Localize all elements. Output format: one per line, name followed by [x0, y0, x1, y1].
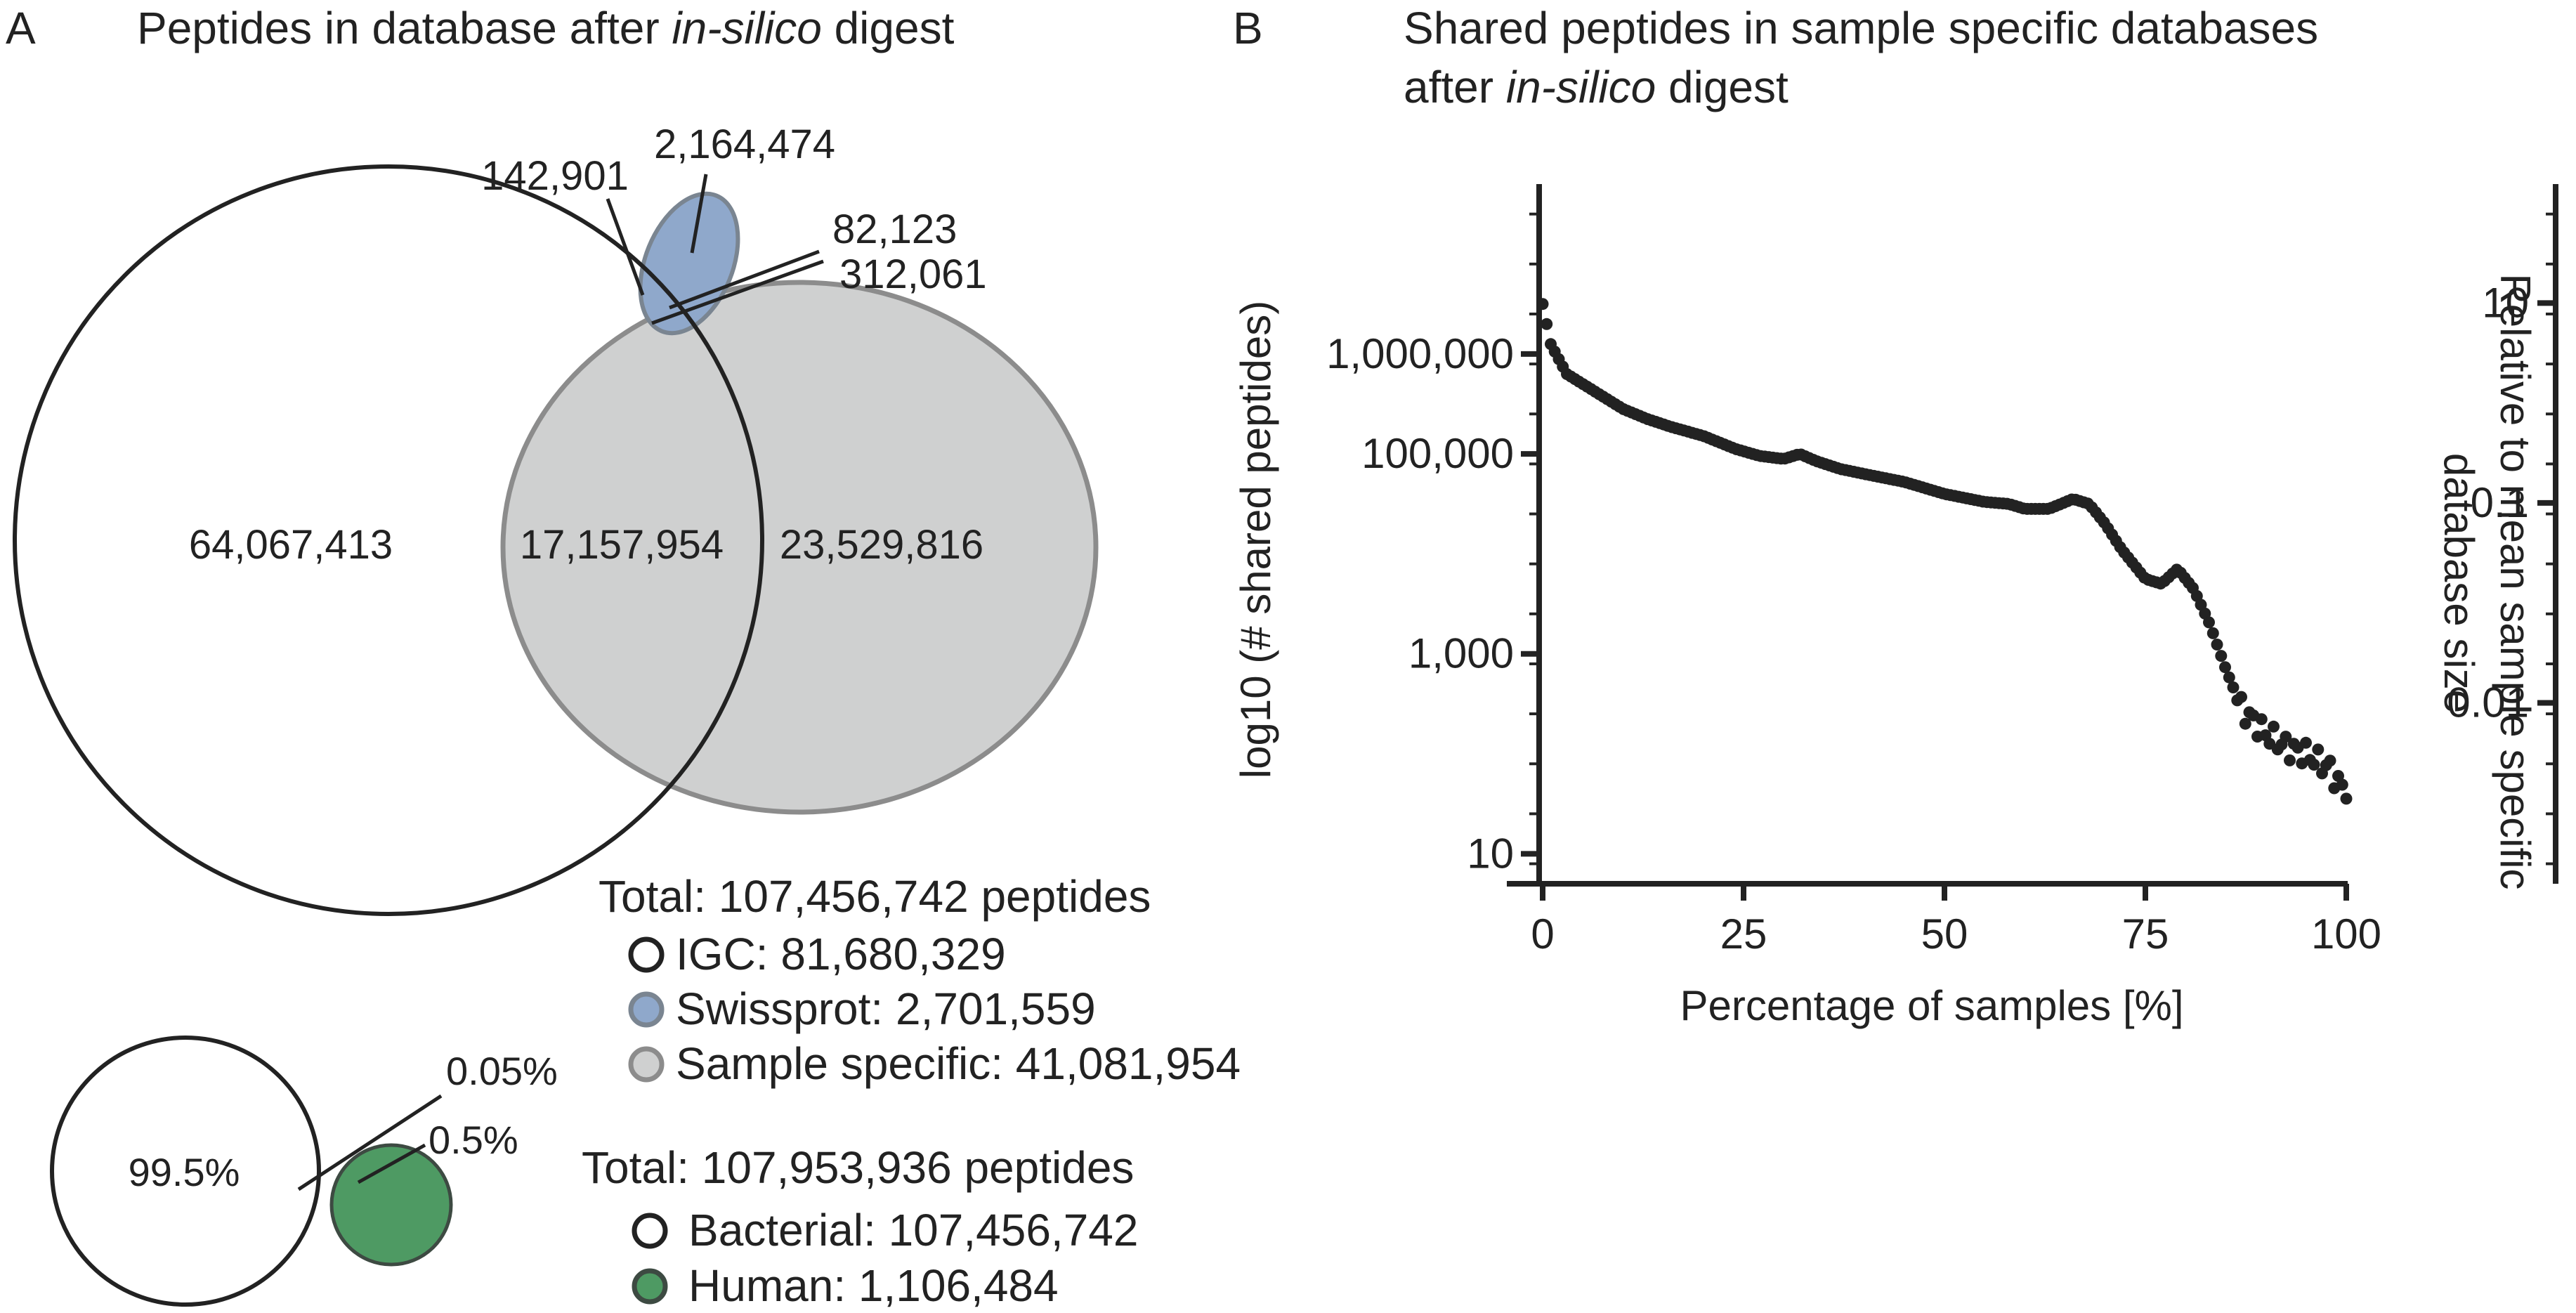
venn-circle-sample-specific [500, 280, 1099, 815]
scatter-points [1536, 298, 2353, 805]
panel-b-title-line1: Shared peptides in sample specific datab… [1404, 3, 2318, 53]
data-point [2324, 755, 2336, 767]
legend-label-sample-specific: Sample specific: 41,081,954 [676, 1038, 1241, 1089]
data-point [2336, 778, 2348, 791]
venn-label-igc-sample: 17,157,954 [520, 522, 724, 568]
data-point [2239, 717, 2251, 730]
leader-line-igc-swissprot [606, 198, 645, 296]
data-point [2268, 720, 2280, 733]
data-point [2280, 731, 2292, 743]
y2-axis-label-line2: database size [2436, 453, 2483, 713]
data-point [2255, 713, 2268, 726]
leader-line-three-way [669, 249, 820, 310]
data-point [2219, 661, 2231, 674]
data-point [2223, 671, 2235, 684]
venn-circle-human [329, 1143, 453, 1267]
venn-label-igc-only: 64,067,413 [189, 522, 393, 568]
x-tick-label: 25 [1720, 910, 1767, 958]
x-axis-label: Percentage of samples [%] [1680, 982, 2183, 1029]
x-tick-label: 0 [1531, 910, 1554, 958]
venn-label-three-way: 82,123 [832, 207, 957, 252]
venn-label-overlap: 0.05% [446, 1049, 558, 1093]
leader-line-swissprot-sample [651, 259, 824, 325]
y-tick-label: 1,000,000 [1326, 330, 1514, 377]
panel-a-title: Peptides in database after in-silico dig… [137, 3, 955, 53]
venn-label-human-only: 0.5% [429, 1118, 518, 1162]
data-point [1536, 298, 1549, 311]
legend-top-entries: IGC: 81,680,329 Swissprot: 2,701,559 Sam… [628, 929, 1241, 1089]
data-point [2300, 736, 2312, 749]
y2-axis-label-line1: Relative to mean sample specific [2492, 273, 2539, 889]
legend-top-total: Total: 107,456,742 peptides [599, 871, 1151, 922]
y2-tick-label: 10 [2482, 279, 2529, 326]
y-tick-label: 100,000 [1361, 430, 1514, 477]
x-tick-label: 50 [1921, 910, 1968, 958]
y2-axis-ticks: 0.01 0.1 10 [2447, 279, 2556, 726]
data-point [2203, 616, 2215, 629]
legend-swatch-igc [628, 936, 665, 973]
leader-line-human-only [357, 1143, 426, 1184]
y-axis-ticks: 10 1,000 100,000 1,000,000 [1326, 330, 1539, 877]
data-point [2206, 627, 2219, 639]
leader-line-swissprot-only [690, 174, 708, 254]
legend-swatch-bacterial [632, 1213, 668, 1249]
legend-swatch-swissprot [628, 991, 665, 1028]
y2-tick-label: 0.1 [2471, 479, 2529, 526]
data-point [2211, 639, 2223, 651]
shared-peptides-chart: 10 1,000 100,000 1,000,000 0.01 0.1 10 0 25 50 7… [1232, 184, 2558, 1029]
venn-label-sample-only: 23,529,816 [780, 522, 983, 568]
data-point [2308, 759, 2320, 771]
data-point [2312, 743, 2325, 756]
legend-label-human: Human: 1,106,484 [688, 1260, 1059, 1311]
data-point [2215, 650, 2228, 662]
x-tick-label: 100 [2311, 910, 2381, 958]
data-point [2284, 754, 2296, 766]
y-axis-label: log10 (# shared peptides) [1232, 301, 1279, 778]
venn-label-swissprot-only: 2,164,474 [654, 122, 835, 167]
axis-minor-ticks [1529, 212, 2556, 865]
y-tick-label: 10 [1467, 830, 1514, 877]
panel-a-letter: A [6, 3, 36, 53]
data-point [2235, 691, 2247, 703]
venn-label-bacterial-only: 99.5% [129, 1150, 240, 1194]
venn-circle-bacterial [50, 1036, 321, 1307]
venn-label-swissprot-sample: 312,061 [839, 252, 987, 297]
legend-label-swissprot: Swissprot: 2,701,559 [676, 984, 1096, 1034]
legend-label-bacterial: Bacterial: 107,456,742 [688, 1205, 1138, 1255]
venn-ellipse-swissprot [638, 191, 740, 336]
legend-label-igc: IGC: 81,680,329 [676, 929, 1006, 979]
x-axis-ticks: 0 25 50 75 100 [1531, 884, 2381, 958]
data-point [2227, 681, 2240, 693]
y2-tick-label: 0.01 [2447, 679, 2529, 726]
leader-line-overlap [297, 1094, 443, 1191]
legend-bottom-entries: Bacterial: 107,456,742 Human: 1,106,484 [632, 1205, 1138, 1311]
venn-label-igc-swissprot: 142,901 [481, 153, 629, 199]
legend-swatch-sample-specific [628, 1046, 665, 1083]
y-tick-label: 1,000 [1408, 630, 1514, 677]
data-point [1541, 318, 1553, 330]
x-tick-label: 75 [2122, 910, 2169, 958]
panel-b-letter: B [1233, 3, 1263, 53]
venn-circle-igc [13, 164, 764, 916]
legend-bottom-total: Total: 107,953,936 peptides [582, 1142, 1134, 1193]
panel-b-title-line2: after in-silico digest [1404, 62, 1789, 112]
legend-swatch-human [632, 1268, 668, 1305]
data-point [2340, 792, 2353, 805]
